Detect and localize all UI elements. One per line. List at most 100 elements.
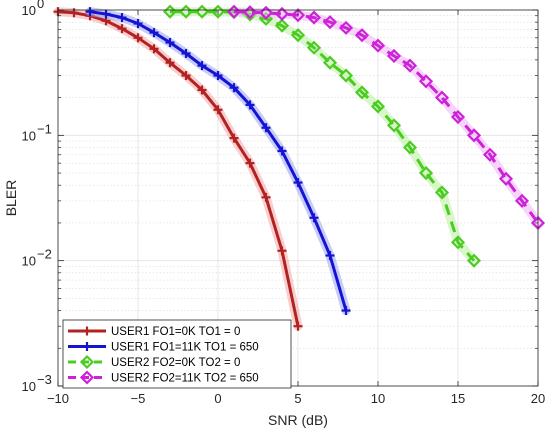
data-point	[293, 321, 303, 331]
data-point	[466, 128, 482, 143]
x-tick-label: 0	[214, 391, 221, 406]
legend: USER1 FO1=0K TO1 = 0 USER1 FO1=11K TO1 = …	[62, 319, 292, 389]
y-tick-base: 10	[22, 379, 36, 394]
data-point	[338, 20, 354, 35]
data-point	[402, 140, 418, 155]
data-point	[354, 85, 370, 100]
series-line	[57, 10, 300, 327]
data-point	[325, 250, 335, 260]
data-point	[402, 58, 418, 73]
data-point	[418, 166, 434, 181]
legend-label: USER1 FO1=0K TO1 = 0	[111, 326, 240, 338]
data-point	[274, 6, 290, 22]
y-tick-label: 10	[22, 3, 36, 18]
data-point	[290, 8, 306, 23]
legend-label: USER2 FO2=0K TO2 = 0	[111, 357, 240, 369]
data-point	[213, 71, 223, 81]
x-axis-label: SNR (dB)	[268, 412, 328, 428]
series-line	[170, 10, 476, 262]
data-point	[165, 58, 175, 68]
data-point	[261, 123, 271, 133]
y-tick-base: 10	[22, 128, 36, 143]
legend-marker	[82, 342, 92, 351]
x-tick-label: 10	[371, 391, 385, 406]
series-diamond-cc22d8	[226, 4, 546, 230]
data-point	[386, 118, 402, 133]
data-point	[386, 48, 402, 63]
y-tick-base: 10	[22, 3, 36, 18]
legend-marker	[82, 326, 92, 336]
data-point	[370, 99, 386, 114]
legend-entry: USER2 FO2=11K TO2 = 650	[68, 370, 259, 385]
data-point	[322, 55, 338, 70]
data-point	[197, 61, 207, 71]
data-point	[306, 40, 322, 55]
data-point	[277, 246, 287, 256]
legend-entry: USER1 FO1=0K TO1 = 0	[68, 326, 240, 338]
data-point	[341, 306, 351, 316]
data-point	[370, 38, 386, 53]
data-point	[434, 90, 450, 105]
data-point	[274, 18, 290, 33]
data-point	[322, 15, 338, 30]
y-tick-label: 10	[22, 128, 36, 143]
y-tick-label: 10	[22, 254, 36, 269]
y-tick-exponent: 0	[37, 0, 44, 11]
data-point	[117, 24, 127, 34]
legend-label: USER1 FO1=11K TO1 = 650	[111, 342, 259, 354]
legend-marker	[79, 370, 95, 385]
data-point	[338, 68, 354, 83]
x-tick-label: 5	[294, 391, 301, 406]
data-point	[229, 83, 239, 93]
data-point	[149, 28, 159, 38]
x-tick-label: −10	[47, 391, 69, 406]
legend-entry: USER2 FO2=0K TO2 = 0	[68, 354, 240, 370]
data-point	[434, 185, 450, 200]
x-tick-label: −5	[131, 391, 146, 406]
data-point	[309, 213, 319, 223]
data-point	[245, 100, 255, 110]
data-point	[293, 178, 303, 188]
y-tick-label: 10	[22, 379, 36, 394]
legend-label: USER2 FO2=11K TO2 = 650	[111, 373, 259, 385]
data-point	[290, 28, 306, 43]
x-tick-label: 15	[451, 391, 465, 406]
data-point	[466, 253, 482, 268]
data-point	[277, 146, 287, 156]
series-plus-b22222	[53, 7, 303, 331]
data-point	[133, 33, 143, 43]
data-point	[450, 235, 466, 250]
data-point	[498, 171, 514, 186]
data-point	[450, 109, 466, 125]
data-point	[418, 74, 434, 89]
data-point	[85, 7, 95, 17]
data-point	[181, 71, 191, 81]
series-layer	[53, 4, 546, 331]
legend-marker	[79, 354, 95, 370]
y-tick-base: 10	[22, 254, 36, 269]
data-point	[229, 133, 239, 143]
series-plus-1414d2	[85, 7, 351, 316]
data-point	[117, 13, 127, 23]
data-point	[245, 158, 255, 168]
data-point	[165, 38, 175, 48]
data-point	[261, 192, 271, 202]
x-tick-label: 20	[531, 391, 545, 406]
data-point	[197, 85, 207, 95]
data-point	[514, 193, 530, 208]
y-tick-exponent: −2	[37, 247, 52, 262]
data-point	[482, 147, 498, 162]
data-point	[354, 28, 370, 43]
data-point	[306, 10, 322, 25]
y-tick-exponent: −3	[37, 372, 52, 387]
series-diamond-4ccc22	[162, 4, 482, 268]
data-point	[101, 9, 111, 19]
data-point	[258, 5, 274, 20]
data-point	[149, 44, 159, 54]
data-point	[133, 19, 143, 29]
legend-entry: USER1 FO1=11K TO1 = 650	[68, 342, 259, 354]
data-point	[213, 105, 223, 115]
y-axis-label: BLER	[3, 180, 19, 217]
